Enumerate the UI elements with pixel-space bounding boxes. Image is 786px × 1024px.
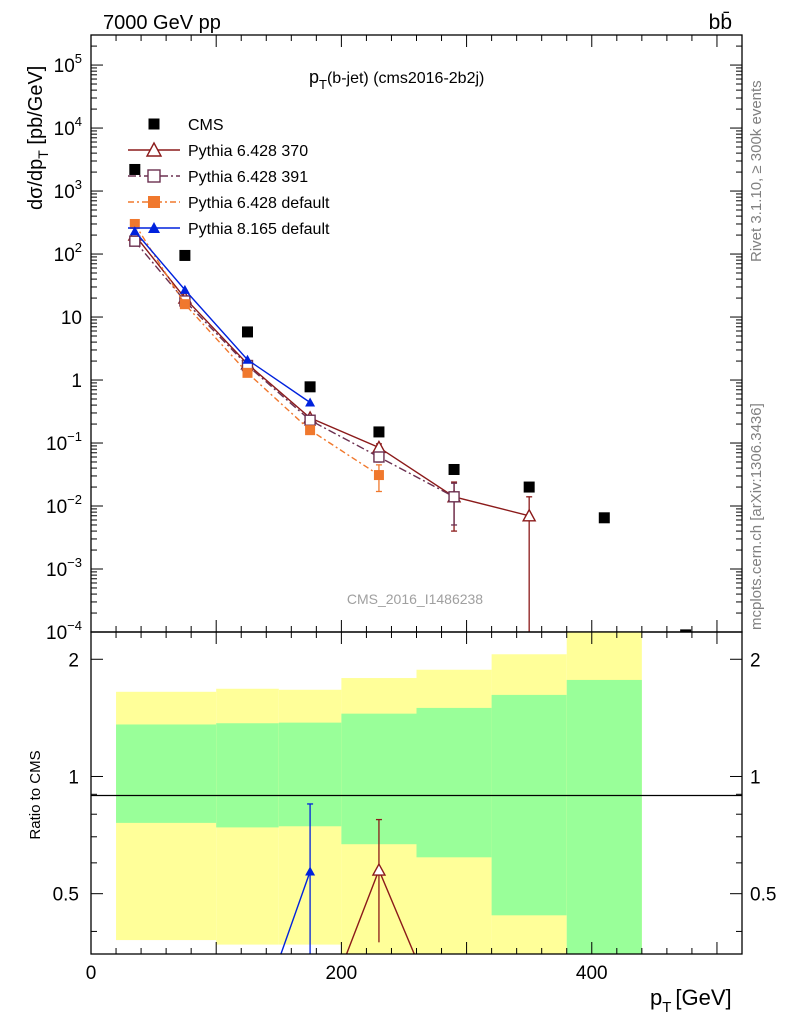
data-point [129, 226, 140, 236]
ratio-y-tick-label: 2 [68, 650, 79, 671]
data-point [242, 354, 253, 364]
series-pythia-6-428-391 [129, 235, 460, 526]
series-line [134, 240, 455, 498]
data-point [179, 284, 190, 294]
ratio-point [305, 866, 316, 876]
series-pythia-8-165-default [129, 226, 316, 407]
legend-label: CMS [188, 117, 224, 134]
y-tick-label: 102 [54, 240, 82, 266]
ratio-line [280, 871, 311, 954]
series-cms [129, 163, 692, 632]
data-point [241, 326, 253, 338]
legend-marker [148, 196, 160, 208]
legend-label: Pythia 6.428 default [188, 195, 330, 212]
legend-marker [145, 141, 163, 157]
data-point [305, 425, 316, 436]
main-y-axis-label: dσ/dpT [pb/GeV] [25, 66, 51, 210]
y-tick-label: 10−4 [46, 618, 82, 644]
series-pythia-6-428-370 [127, 227, 537, 632]
y-tick-label: 10 [61, 308, 82, 329]
ratio-series-pythia-6-428-370 [345, 818, 416, 954]
data-point [304, 414, 316, 426]
data-point [129, 163, 141, 175]
series-line [134, 230, 311, 404]
y-tick-label: 103 [54, 177, 82, 203]
uncertainty-band-green [116, 724, 217, 823]
legend-label: Pythia 6.428 391 [188, 169, 308, 186]
energy-label: 7000 GeV pp [103, 12, 221, 34]
data-point [448, 463, 460, 475]
data-point [129, 235, 141, 247]
x-tick-label: 400 [576, 963, 608, 984]
data-point [523, 481, 535, 493]
data-point [680, 629, 692, 632]
series-line [134, 234, 530, 517]
ratio-y-tick-label-right: 0.5 [750, 885, 776, 906]
uncertainty-band-green [216, 723, 279, 828]
uncertainty-band-green [491, 694, 567, 916]
ratio-y-tick-label: 0.5 [53, 885, 79, 906]
data-point [179, 299, 190, 310]
legend: CMS Pythia 6.428 370 Pythia 6.428 391 Pythi… [128, 117, 330, 238]
uncertainty-band-green [566, 679, 642, 954]
data-point [521, 508, 537, 522]
legend-marker [148, 222, 160, 233]
y-tick-label: 10−2 [46, 492, 82, 518]
data-point [242, 367, 253, 378]
ratio-series-pythia-8-165-default [280, 803, 316, 954]
legend-marker [148, 118, 160, 130]
data-point [373, 426, 385, 438]
data-point [179, 249, 191, 261]
data-point [373, 451, 385, 463]
legend-label: Pythia 6.428 370 [188, 143, 308, 160]
data-point [305, 397, 316, 407]
data-point [373, 470, 384, 481]
x-tick-label: 0 [86, 963, 97, 984]
data-point [448, 491, 460, 503]
legend-marker [147, 169, 161, 183]
rivet-version-label: Rivet 3.1.10, ≥ 300k events [748, 80, 765, 262]
data-point [598, 512, 610, 524]
data-point [304, 381, 316, 393]
series-line [134, 223, 380, 476]
process-label: bb̄ [709, 11, 732, 34]
ratio-y-tick-label: 1 [68, 767, 79, 788]
mcplots-citation-label: mcplots.cern.ch [arXiv:1306.3436] [748, 403, 765, 630]
main-plot-title: pT(b-jet) (cms2016-2b2j) [309, 67, 484, 92]
x-axis-label: pT [GeV] [650, 985, 732, 1016]
data-point [129, 218, 140, 229]
analysis-watermark: CMS_2016_I1486238 [347, 591, 483, 607]
y-tick-label: 104 [54, 114, 82, 140]
ratio-y-axis-label: Ratio to CMS [27, 750, 44, 839]
ratio-y-tick-label-right: 2 [750, 650, 761, 671]
legend-label: Pythia 8.165 default [188, 221, 330, 238]
ratio-y-tick-label-right: 1 [750, 767, 761, 788]
y-tick-label: 10−3 [46, 555, 82, 581]
ratio-point [371, 862, 387, 876]
uncertainty-band-green [416, 707, 492, 858]
series-pythia-6-428-default [129, 218, 384, 493]
y-tick-label: 10−1 [46, 429, 82, 455]
y-tick-label: 105 [54, 51, 82, 77]
data-point [371, 440, 387, 454]
y-tick-label: 1 [71, 371, 82, 392]
x-tick-label: 200 [326, 963, 358, 984]
